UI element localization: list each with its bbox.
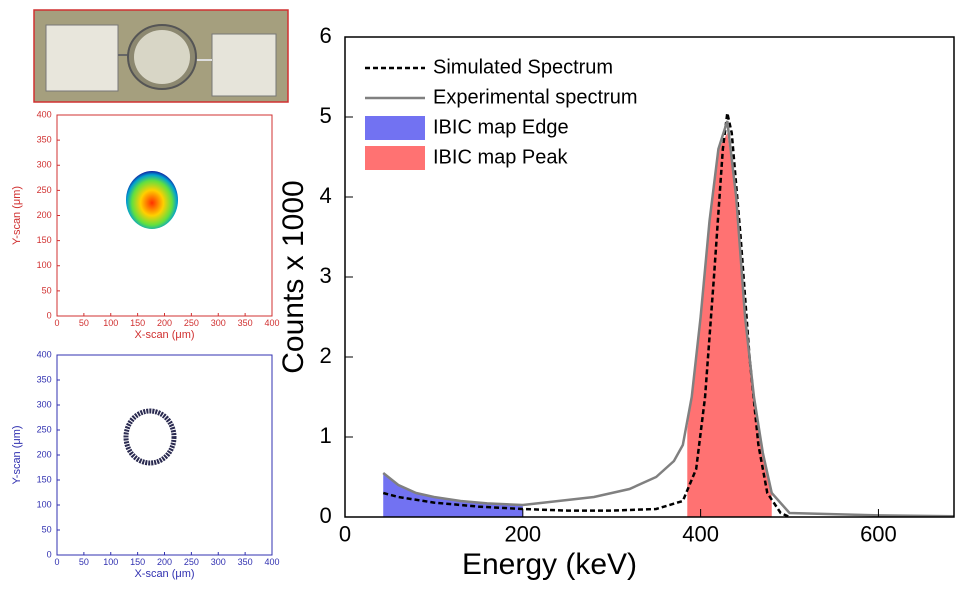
x-axis-label: Energy (keV): [462, 548, 637, 581]
line: [382, 112, 791, 519]
x-tick-label: 150: [130, 557, 145, 567]
x-tick-label: 200: [157, 557, 172, 567]
y-tick-label: 400: [37, 349, 52, 359]
x-tick-label: 300: [211, 318, 226, 328]
x-tick-label: 300: [211, 557, 226, 567]
y-tick-label: 5: [320, 103, 332, 128]
legend-label: IBIC map Edge: [433, 116, 569, 138]
y-tick-label: 100: [37, 499, 52, 509]
axes-frame: [344, 36, 955, 518]
legend-item: IBIC map Peak: [365, 146, 569, 170]
y-tick-label: 0: [320, 503, 332, 528]
y-tick-label: 50: [42, 285, 52, 295]
x-axis-label: X-scan (μm): [134, 329, 194, 341]
legend-label: Experimental spectrum: [433, 86, 638, 108]
y-tick-label: 50: [42, 524, 52, 534]
y-tick-label: 200: [37, 210, 52, 220]
y-tick-label: 250: [37, 424, 52, 434]
x-tick-label: 100: [103, 318, 118, 328]
y-tick-label: 6: [320, 23, 332, 48]
y-tick-label: 350: [37, 374, 52, 384]
x-tick-label: 200: [157, 318, 172, 328]
x-tick-label: 400: [264, 318, 279, 328]
y-tick-label: 350: [37, 135, 52, 145]
legend-item: Experimental spectrum: [365, 86, 638, 108]
x-tick-label: 0: [54, 318, 59, 328]
x-tick-label: 50: [79, 557, 89, 567]
x-tick-label: 400: [264, 557, 279, 567]
x-tick-label: 0: [54, 557, 59, 567]
area: [383, 473, 523, 517]
y-tick-label: 300: [37, 399, 52, 409]
y-tick-label: 0: [47, 549, 52, 559]
y-axis-label: Y-scan (μm): [11, 425, 23, 484]
legend-label: IBIC map Peak: [433, 146, 569, 168]
x-tick-label: 350: [238, 318, 253, 328]
plots: Simulated Spectrum Experimental spectrum I…: [11, 23, 955, 581]
x-tick-label: 250: [184, 318, 199, 328]
legend-swatch: [365, 116, 425, 140]
y-tick-label: 250: [37, 185, 52, 195]
y-tick-label: 150: [37, 235, 52, 245]
ibic-map-peak-image: [126, 171, 178, 229]
micrograph: [33, 9, 289, 103]
y-tick-label: 0: [47, 310, 52, 320]
line: [382, 120, 955, 518]
y-tick-label: 300: [37, 160, 52, 170]
y-tick-label: 200: [37, 449, 52, 459]
x-tick-label: 200: [504, 522, 541, 547]
x-tick-label: 250: [184, 557, 199, 567]
x-tick-label: 150: [130, 318, 145, 328]
x-tick-label: 400: [682, 522, 719, 547]
y-tick-label: 2: [320, 343, 332, 368]
legend-swatch: [365, 146, 425, 170]
y-axis-label: Y-scan (μm): [11, 186, 23, 245]
x-tick-label: 50: [79, 318, 89, 328]
area: [687, 133, 772, 517]
legend-item: Simulated Spectrum: [365, 56, 613, 78]
legend-item: IBIC map Edge: [365, 116, 569, 140]
y-tick-label: 400: [37, 109, 52, 119]
y-tick-label: 3: [320, 263, 332, 288]
y-tick-label: 4: [320, 183, 332, 208]
x-tick-label: 350: [238, 557, 253, 567]
legend-label: Simulated Spectrum: [433, 56, 613, 78]
x-tick-label: 0: [339, 522, 351, 547]
y-tick-label: 100: [37, 260, 52, 270]
y-axis-label: Counts x 1000: [277, 180, 310, 373]
ibic-map-edge-image: [123, 408, 177, 466]
x-tick-label: 100: [103, 557, 118, 567]
x-axis-label: X-scan (μm): [134, 568, 194, 580]
y-tick-label: 150: [37, 474, 52, 484]
x-tick-label: 600: [860, 522, 897, 547]
y-tick-label: 1: [320, 423, 332, 448]
